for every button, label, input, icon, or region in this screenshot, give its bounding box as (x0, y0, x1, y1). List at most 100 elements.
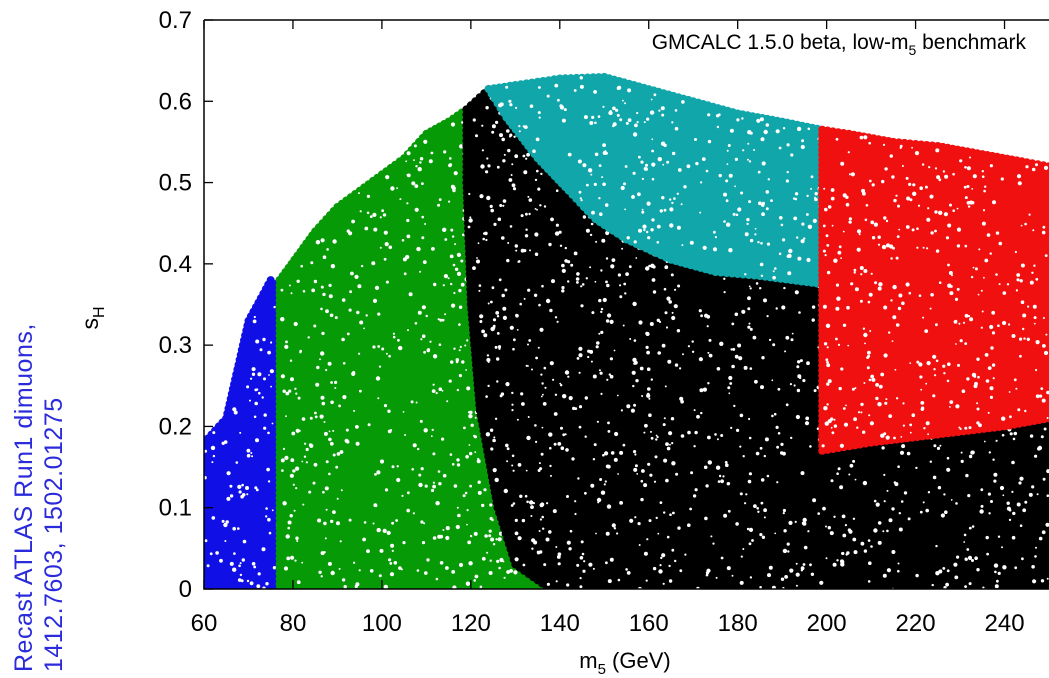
scatter-gap (267, 431, 270, 435)
scatter-gap (747, 307, 751, 311)
scatter-gap (847, 151, 850, 154)
scatter-gap (848, 217, 853, 221)
scatter-gap (645, 579, 648, 582)
scatter-gap (1046, 417, 1049, 419)
scatter-gap (838, 245, 842, 249)
scatter-gap (525, 212, 528, 216)
scatter-gap (238, 564, 241, 568)
scatter-gap (330, 381, 333, 384)
scatter-gap (854, 387, 857, 390)
scatter-gap (663, 287, 667, 291)
scatter-gap (748, 322, 751, 325)
scatter-gap (670, 417, 675, 421)
scatter-gap (899, 144, 903, 148)
scatter-gap (754, 233, 757, 236)
scatter-gap (748, 285, 751, 288)
scatter-gap (673, 304, 678, 309)
scatter-gap (964, 166, 967, 169)
scatter-gap (496, 559, 500, 564)
scatter-gap (829, 531, 834, 536)
scatter-gap (328, 437, 332, 442)
scatter-gap (493, 222, 497, 226)
scatter-gap (566, 540, 571, 545)
scatter-gap (771, 414, 774, 418)
scatter-gap (570, 263, 574, 267)
scatter-gap (632, 384, 635, 388)
scatter-gap (359, 320, 364, 325)
scatter-gap (511, 403, 514, 406)
scatter-gap (912, 183, 916, 187)
scatter-gap (691, 340, 694, 343)
scatter-gap (351, 219, 355, 224)
scatter-gap (450, 282, 453, 286)
scatter-gap (282, 389, 286, 393)
scatter-gap (971, 525, 975, 528)
scatter-gap (935, 148, 940, 153)
scatter-gap (753, 149, 756, 151)
scatter-gap (330, 400, 334, 405)
scatter-gap (917, 204, 921, 207)
scatter-gap (654, 455, 658, 459)
scatter-gap (666, 535, 670, 539)
scatter-gap (899, 450, 905, 455)
scatter-gap (336, 452, 341, 456)
scatter-gap (286, 556, 291, 561)
scatter-gap (978, 423, 982, 428)
scatter-gap (886, 489, 889, 492)
scatter-gap (402, 411, 405, 413)
scatter-gap (439, 561, 444, 565)
scatter-gap (741, 309, 746, 314)
scatter-gap (404, 434, 407, 436)
scatter-gap (579, 84, 584, 89)
scatter-gap (806, 361, 810, 366)
scatter-gap (746, 217, 750, 222)
scatter-gap (415, 401, 418, 404)
scatter-gap (742, 455, 745, 458)
scatter-gap (999, 485, 1005, 491)
scatter-gap (782, 451, 786, 456)
scatter-gap (846, 305, 850, 310)
scatter-gap (613, 457, 618, 462)
scatter-gap (479, 314, 484, 319)
scatter-gap (641, 177, 645, 180)
scatter-gap (528, 198, 533, 202)
scatter-gap (596, 497, 602, 503)
scatter-gap (657, 157, 662, 162)
scatter-gap (443, 274, 448, 279)
scatter-gap (956, 227, 962, 232)
scatter-gap (573, 89, 577, 92)
scatter-gap (748, 436, 752, 440)
scatter-gap (728, 392, 731, 395)
scatter-gap (320, 238, 325, 243)
scatter-gap (979, 509, 984, 514)
scatter-gap (542, 393, 544, 396)
scatter-gap (897, 204, 900, 208)
scatter-gap (271, 509, 274, 512)
scatter-gap (468, 444, 471, 446)
scatter-gap (483, 333, 488, 338)
scatter-gap (268, 374, 270, 376)
scatter-gap (457, 513, 461, 518)
scatter-gap (253, 315, 256, 319)
scatter-gap (501, 293, 506, 298)
scatter-gap (263, 413, 267, 417)
scatter-gap (485, 432, 491, 437)
scatter-gap (204, 449, 208, 453)
scatter-gap (1041, 530, 1046, 535)
scatter-gap (883, 500, 886, 503)
scatter-gap (251, 455, 254, 458)
scatter-gap (456, 458, 460, 462)
scatter-gap (1032, 229, 1035, 232)
scatter-gap (776, 481, 779, 484)
scatter-gap (712, 247, 718, 252)
scatter-gap (284, 455, 289, 460)
scatter-gap (620, 185, 625, 191)
scatter-gap (591, 311, 595, 315)
scatter-gap (293, 509, 296, 512)
scatter-gap (581, 552, 585, 556)
scatter-gap (579, 556, 584, 560)
scatter-gap (971, 450, 975, 455)
scatter-gap (726, 149, 729, 152)
scatter-gap (863, 332, 868, 338)
scatter-gap (740, 555, 743, 558)
